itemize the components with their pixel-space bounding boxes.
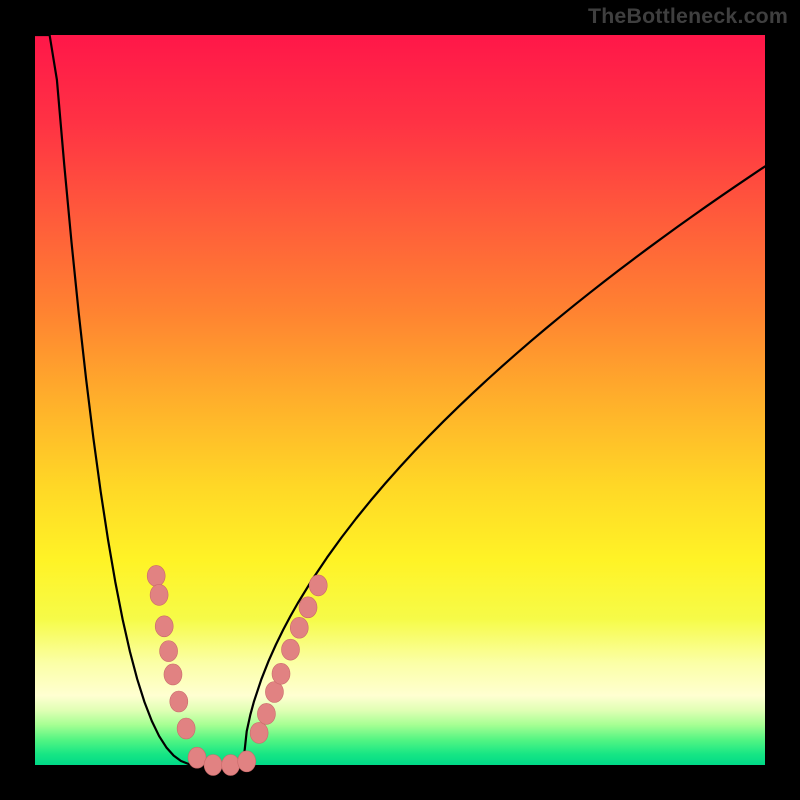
data-marker: [290, 617, 308, 638]
data-marker: [299, 597, 317, 618]
data-marker: [309, 575, 327, 596]
data-marker: [155, 616, 173, 637]
data-marker: [265, 682, 283, 703]
data-marker: [164, 664, 182, 685]
v-curve: [35, 35, 765, 765]
curve-layer: [35, 35, 765, 765]
data-marker: [272, 663, 290, 684]
data-marker: [160, 641, 178, 662]
data-marker: [204, 755, 222, 776]
data-marker: [177, 718, 195, 739]
data-marker: [147, 565, 165, 586]
data-marker: [238, 751, 256, 772]
data-marker: [170, 691, 188, 712]
plot-area: [35, 35, 765, 765]
data-marker: [257, 703, 275, 724]
data-marker: [282, 639, 300, 660]
data-marker: [188, 747, 206, 768]
data-marker: [150, 584, 168, 605]
data-marker: [250, 722, 268, 743]
watermark-text: TheBottleneck.com: [588, 4, 788, 29]
marker-group: [147, 565, 327, 775]
outer-frame: TheBottleneck.com: [0, 0, 800, 800]
data-marker: [222, 755, 240, 776]
